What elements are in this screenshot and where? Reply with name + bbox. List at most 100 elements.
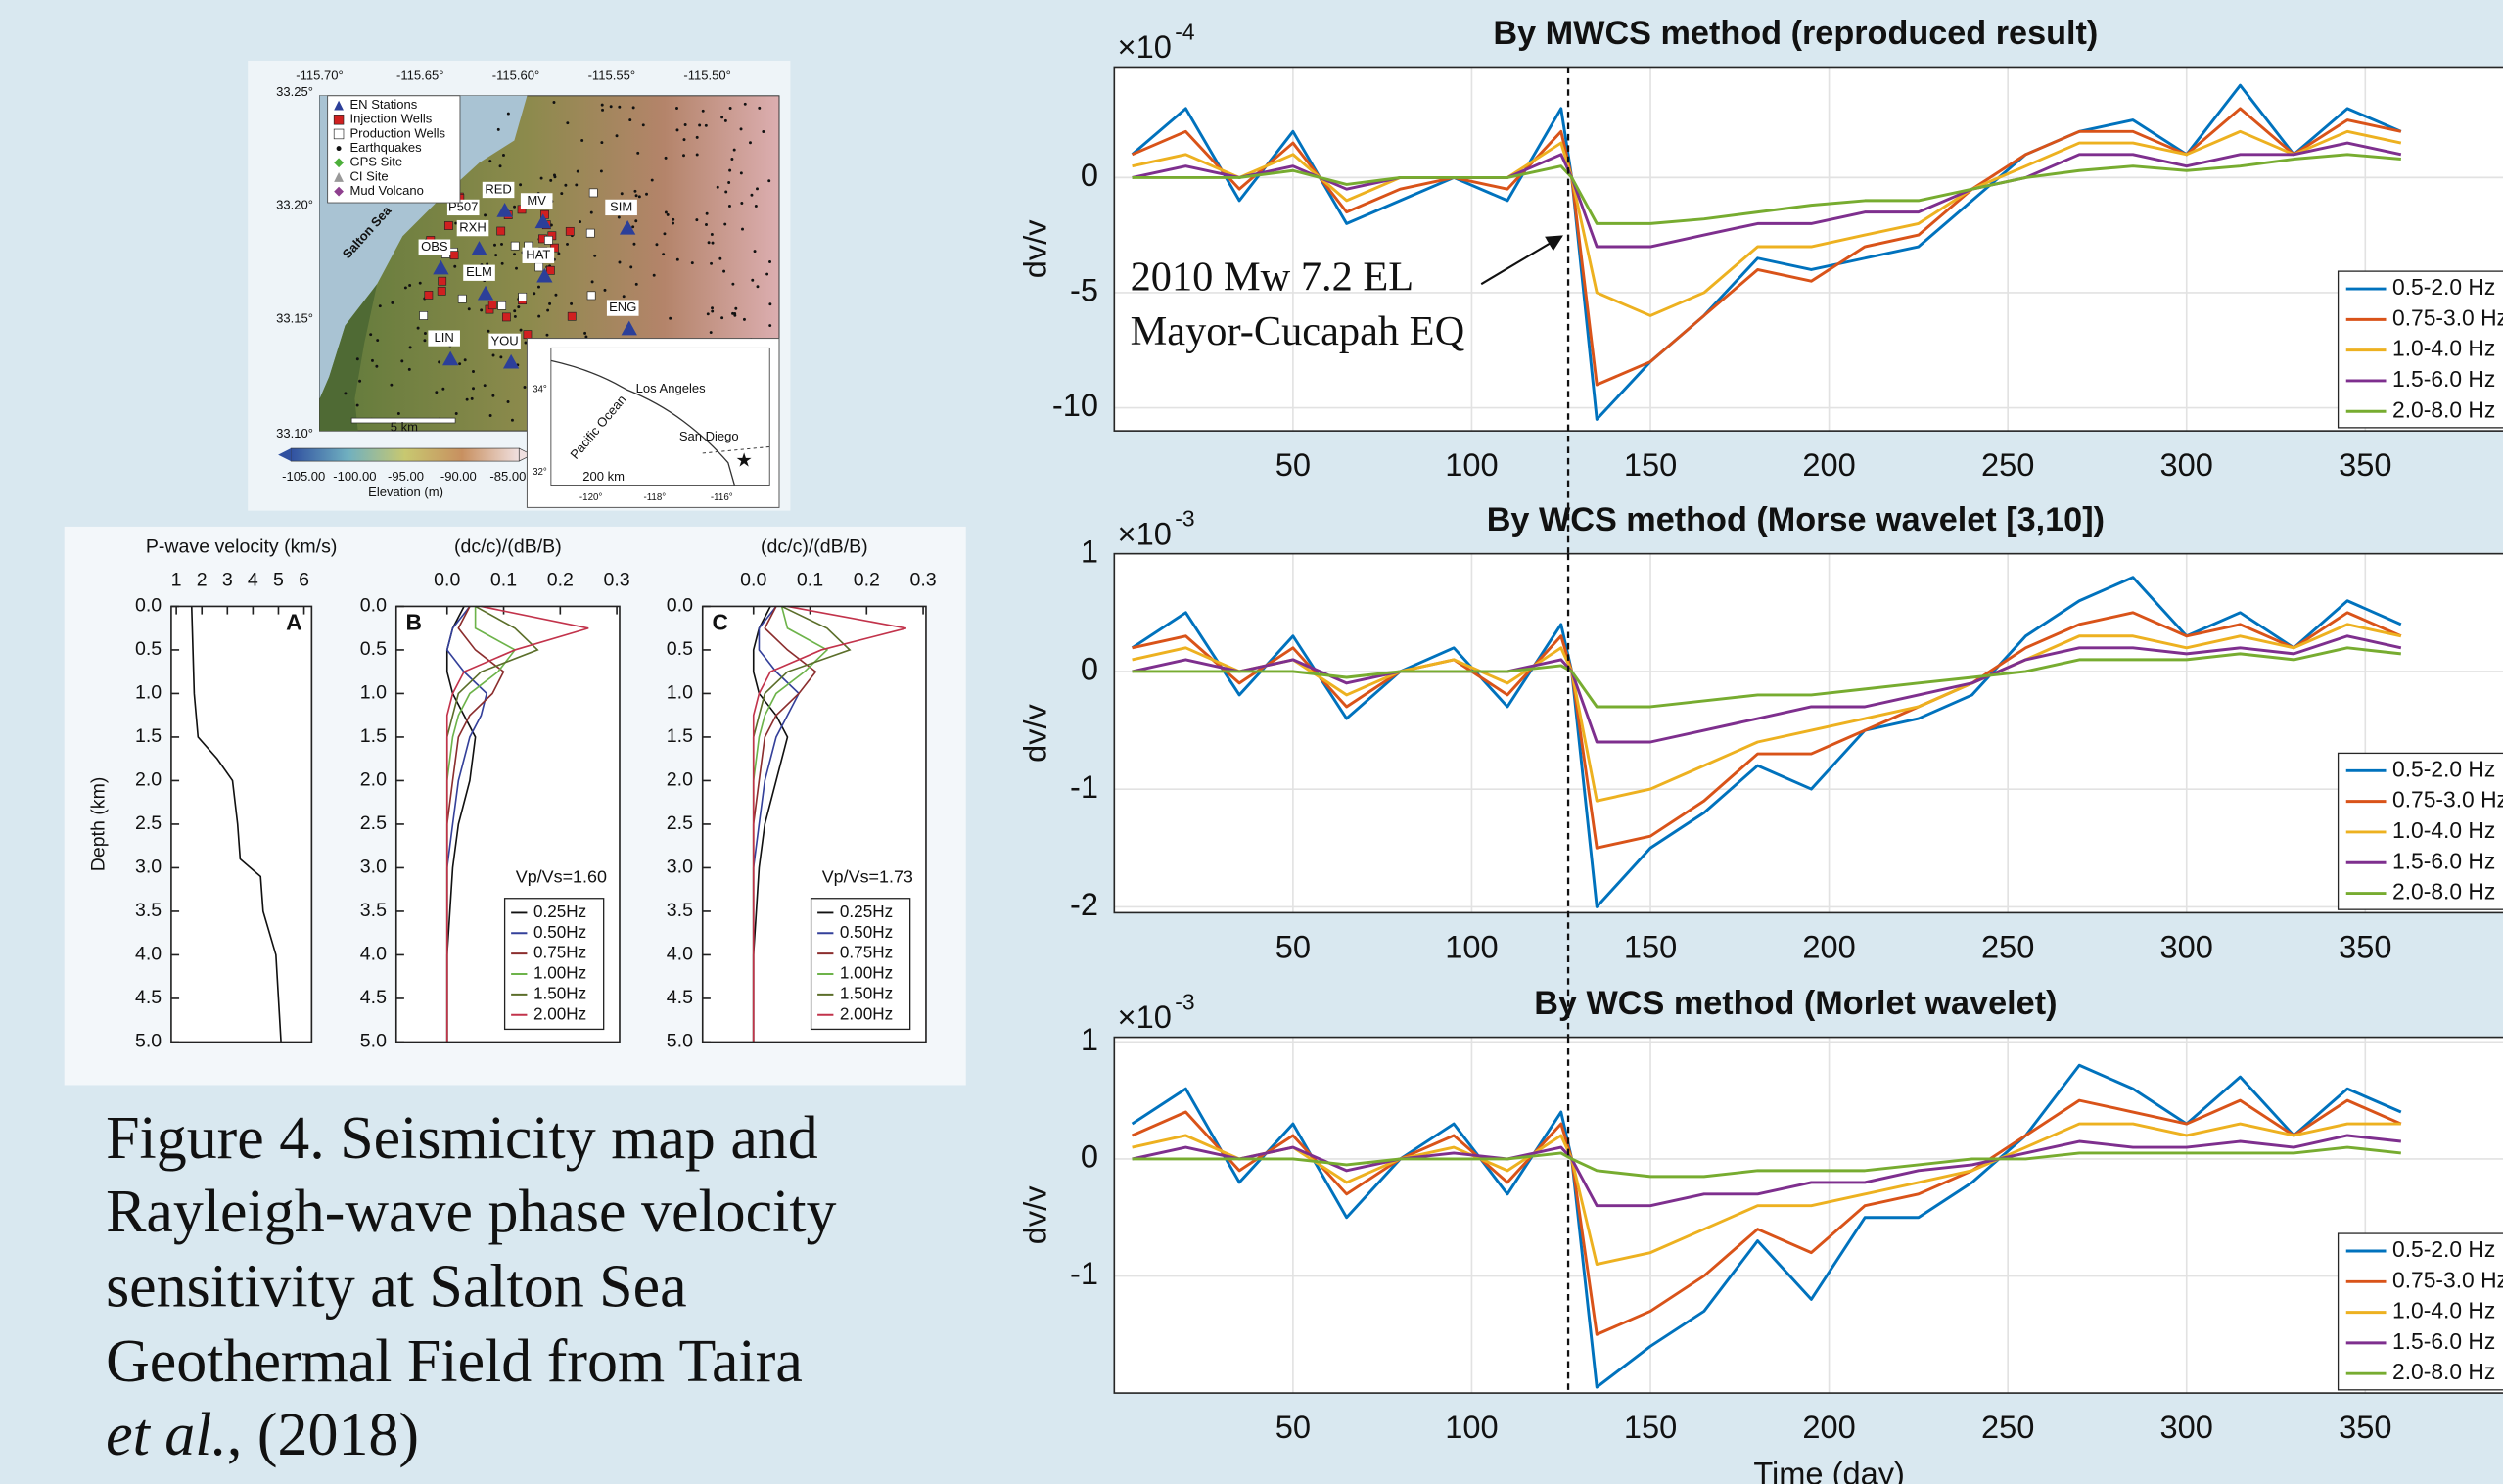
earthquake-dot — [553, 175, 556, 178]
x-tick-label: 50 — [1275, 1409, 1311, 1445]
x-tick-label: 0.2 — [547, 570, 574, 591]
y-tick-label: -1 — [1070, 768, 1098, 805]
y-tick-label: 0.5 — [135, 638, 162, 660]
production-well — [586, 229, 594, 237]
x-axis-label: (dc/c)/(dB/B) — [454, 535, 562, 557]
production-well — [498, 301, 506, 309]
earthquake-dot — [376, 339, 379, 342]
legend-label: 1.00Hz — [840, 964, 893, 983]
earthquake-dot — [583, 332, 586, 335]
earthquake-dot — [741, 228, 744, 231]
earthquake-dot — [702, 110, 705, 113]
earthquake-dot — [740, 202, 743, 205]
earthquake-dot — [755, 205, 758, 208]
earthquake-dot — [733, 149, 736, 152]
earthquake-dot — [762, 130, 765, 133]
injection-well — [425, 291, 433, 299]
legend-label: 2.0-8.0 Hz — [2392, 396, 2495, 422]
earthquake-dot — [511, 419, 514, 422]
lon-tick-label: -115.70° — [296, 69, 343, 83]
earthquake-dot — [663, 232, 666, 235]
earthquake-dot — [662, 253, 665, 255]
earthquake-dot — [642, 123, 645, 126]
annotation: Vp/Vs=1.73 — [822, 866, 913, 886]
earthquake-dot — [743, 318, 746, 321]
earthquake-dot — [379, 304, 382, 307]
map-legend-label: CI Site — [349, 168, 388, 183]
earthquake-dot — [633, 243, 636, 246]
legend-label: 0.50Hz — [840, 923, 893, 942]
production-well — [458, 295, 466, 302]
earthquake-dot — [601, 104, 604, 107]
earthquake-dot — [731, 283, 734, 286]
scale-label: 5 km — [391, 419, 418, 434]
y-tick-label: 1.0 — [667, 682, 693, 704]
earthquake-dot — [667, 213, 670, 216]
earthquake-dot — [423, 339, 426, 342]
y-tick-label: 0.5 — [667, 638, 693, 660]
map-legend-label: Mud Volcano — [349, 183, 423, 198]
x-tick-label: 1 — [171, 570, 182, 591]
panel-letter: B — [406, 609, 422, 634]
earthquake-dot — [484, 213, 487, 216]
lat-tick-label: 33.10° — [276, 426, 313, 441]
earthquake-dot — [768, 260, 771, 263]
y-tick-label: 1.5 — [360, 725, 387, 747]
inset-scale: 200 km — [582, 469, 625, 484]
annotation: Vp/Vs=1.60 — [516, 866, 607, 886]
earthquake-dot — [707, 312, 710, 315]
y-tick-label: 1.0 — [135, 682, 162, 704]
x-tick-label: 250 — [1981, 446, 2034, 483]
x-tick-label: 200 — [1802, 929, 1855, 965]
station-label: SIM — [610, 199, 632, 213]
inset-lon: -118° — [643, 492, 666, 503]
earthquake-dot — [472, 370, 475, 373]
earthquake-dot — [610, 105, 613, 108]
x-tick-label: 3 — [222, 570, 233, 591]
earthquake-dot — [712, 242, 715, 245]
x-tick-label: 250 — [1981, 929, 2034, 965]
earthquake-dot — [519, 183, 522, 186]
earthquake-dot — [593, 255, 596, 257]
plot-area — [1114, 554, 2503, 913]
x-axis-label: P-wave velocity (km/s) — [146, 535, 337, 557]
y-tick-label: 3.0 — [360, 857, 387, 878]
earthquake-dot — [749, 141, 752, 144]
earthquake-dot — [705, 223, 708, 226]
x-tick-label: 250 — [1981, 1409, 2034, 1445]
colorbar — [291, 448, 519, 461]
earthquake-dot — [466, 398, 469, 401]
plot-area — [1114, 1038, 2503, 1394]
legend-label: 1.00Hz — [533, 964, 586, 983]
production-well — [511, 242, 519, 250]
y-tick-label: 4.0 — [667, 944, 693, 965]
earthquake-dot — [356, 357, 359, 360]
y-axis-label: dv/v — [1017, 1185, 1053, 1244]
inset-city: Los Angeles — [636, 381, 706, 395]
earthquake-dot — [740, 171, 743, 174]
injection-well — [439, 277, 446, 285]
earthquake-dot — [371, 359, 374, 362]
y-exponent: -3 — [1175, 989, 1194, 1014]
x-axis-label: Time (day) — [1753, 1455, 1905, 1484]
earthquake-dot — [751, 279, 754, 282]
inset-lon: -120° — [579, 492, 603, 503]
earthquake-dot — [722, 270, 725, 273]
injection-well — [524, 331, 532, 339]
y-tick-label: 1.5 — [135, 725, 162, 747]
y-tick-label: 4.5 — [667, 987, 693, 1008]
map-legend-label: Injection Wells — [349, 112, 432, 126]
earthquake-dot — [619, 261, 622, 264]
x-tick-label: 300 — [2160, 929, 2213, 965]
earthquake-dot — [524, 386, 527, 389]
earthquake-dot — [600, 141, 603, 144]
x-tick-label: 200 — [1802, 446, 1855, 483]
x-tick-label: 0.1 — [797, 570, 823, 591]
legend-label: 0.75-3.0 Hz — [2392, 787, 2503, 812]
earthquake-dot — [591, 280, 594, 283]
earthquake-dot — [601, 109, 604, 112]
earthquake-dot — [471, 397, 474, 400]
earthquake-dot — [489, 414, 492, 417]
earthquake-dot — [629, 265, 632, 268]
earthquake-dot — [734, 307, 737, 310]
